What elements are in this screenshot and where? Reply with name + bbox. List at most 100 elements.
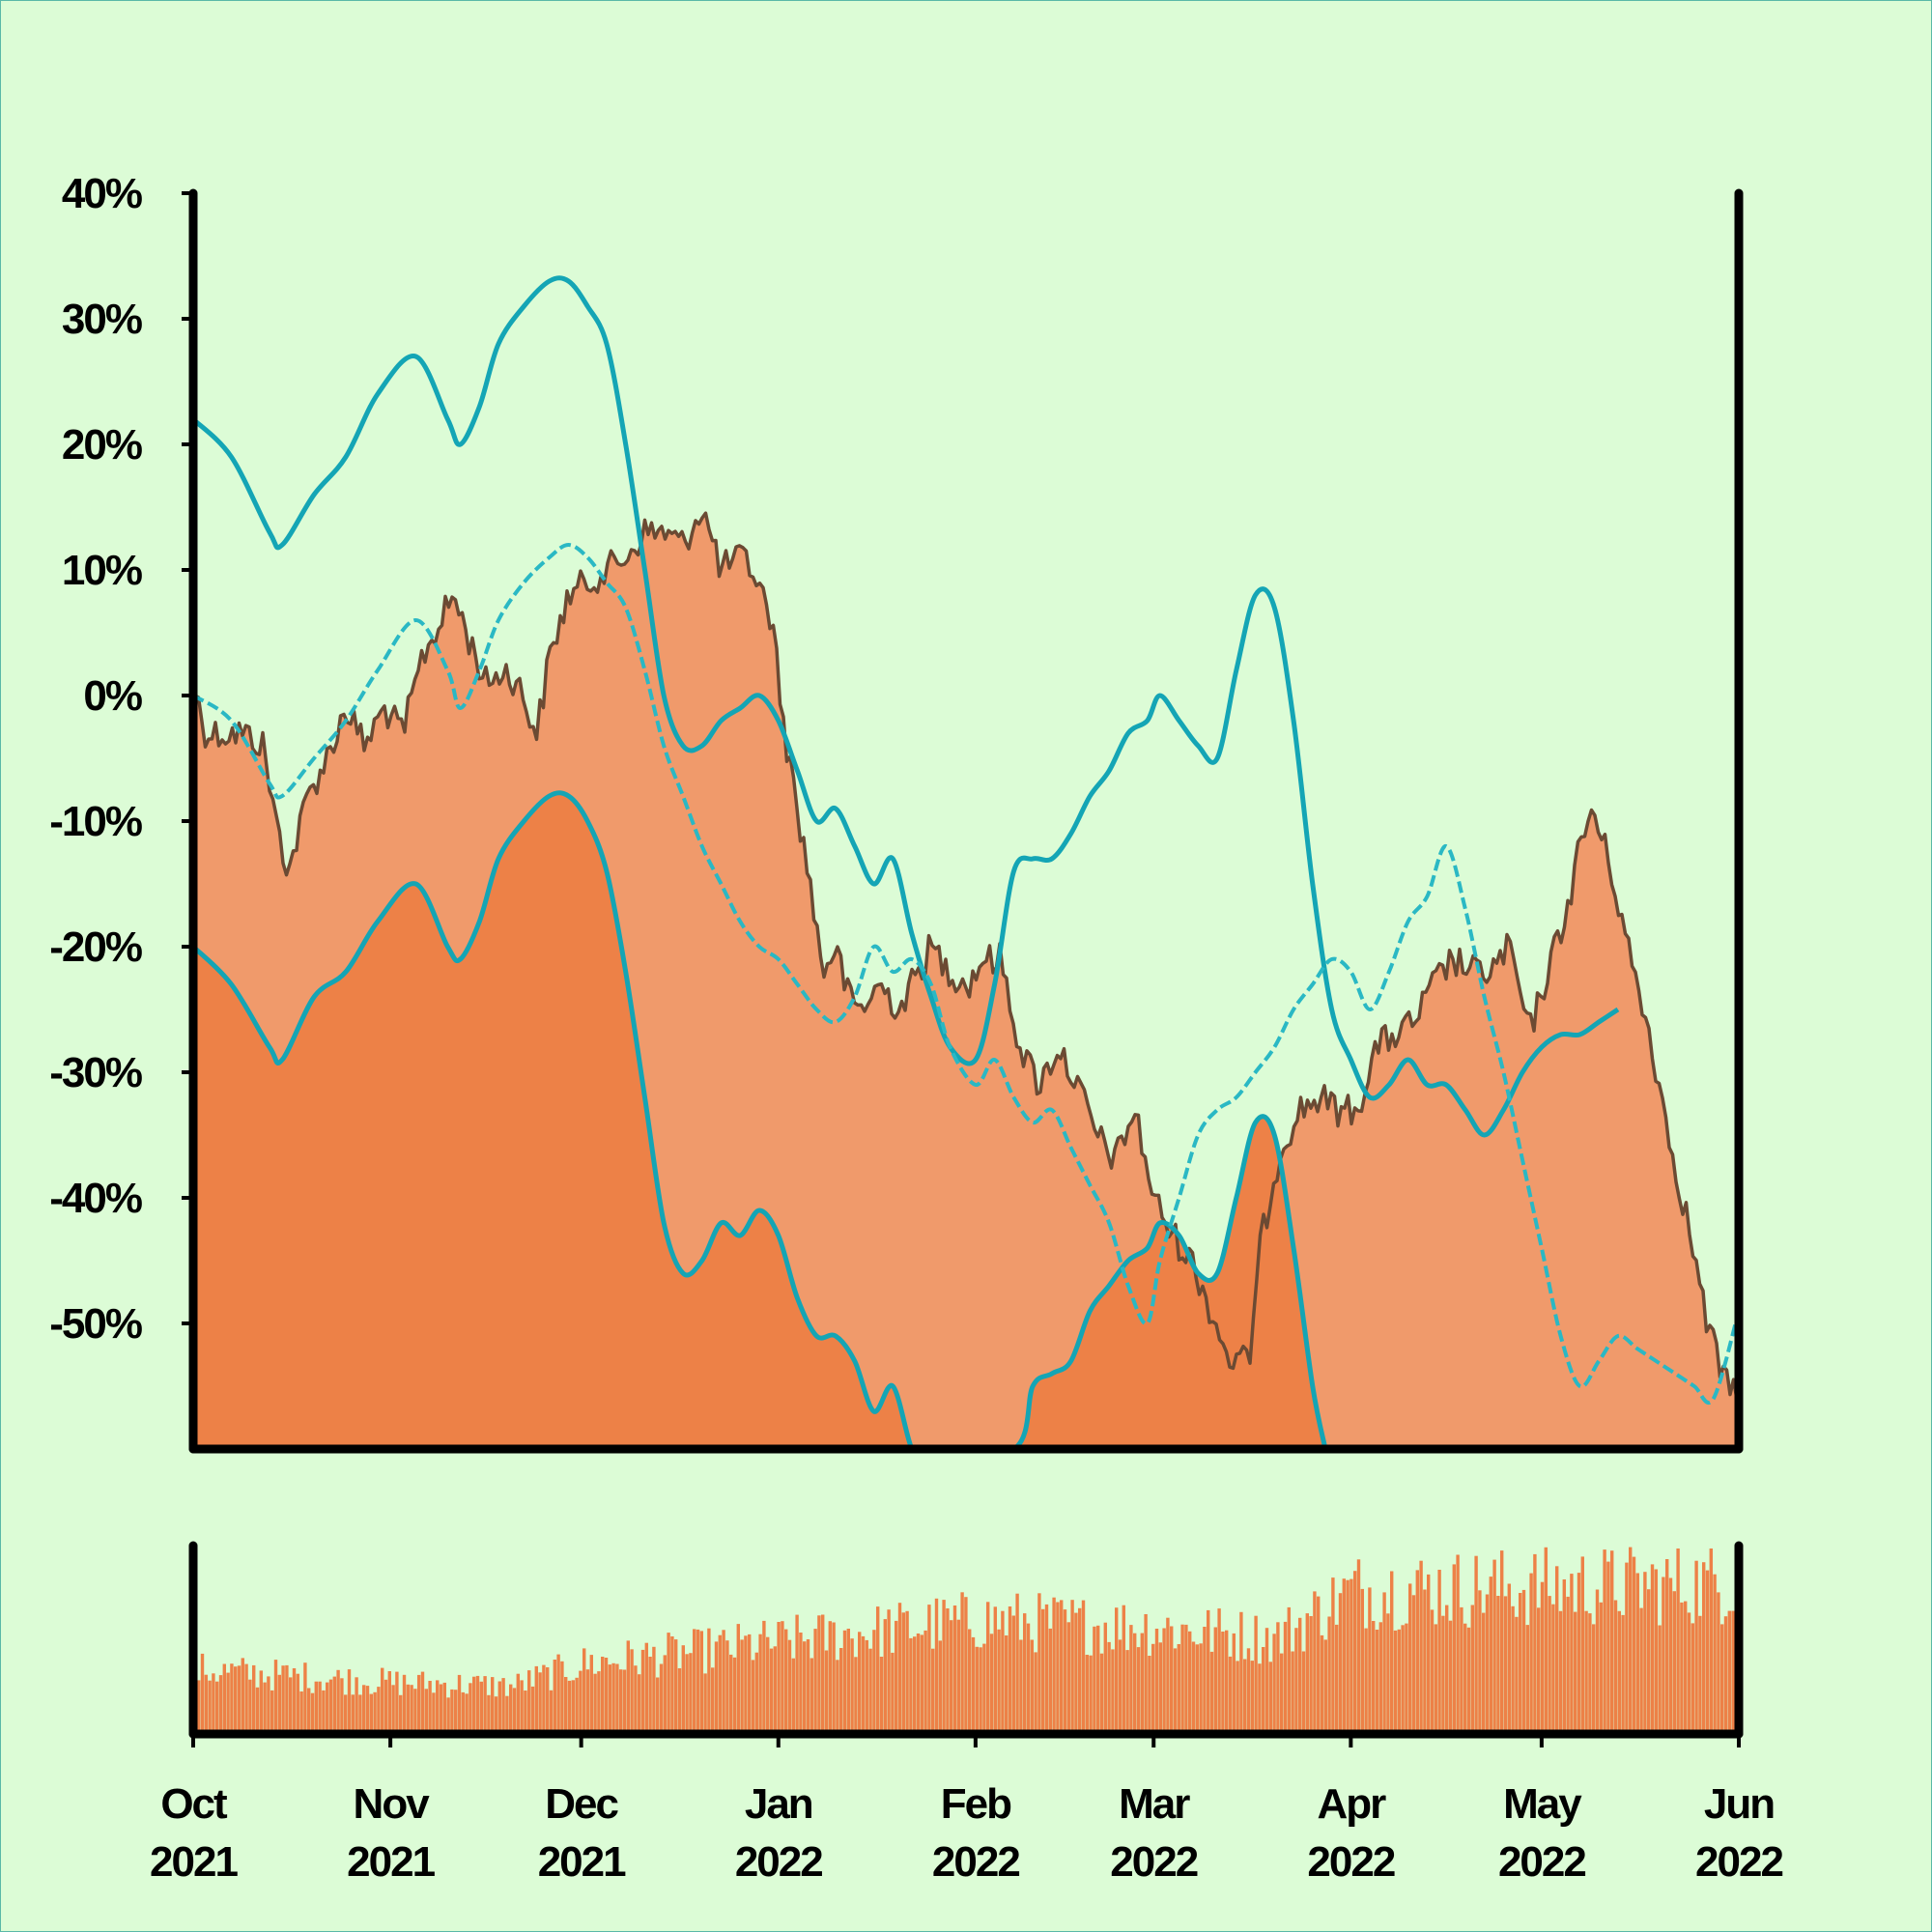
- price-panel: [193, 275, 1739, 1449]
- volume-bar: [1408, 1583, 1412, 1734]
- volume-bar: [1262, 1647, 1265, 1734]
- volume-bar: [1089, 1655, 1093, 1734]
- volume-bar: [1537, 1607, 1541, 1734]
- volume-bar: [634, 1665, 638, 1734]
- x-tick-month: May: [1503, 1780, 1582, 1828]
- volume-bar: [1548, 1596, 1551, 1734]
- volume-bar: [273, 1660, 278, 1734]
- volume-bar: [1298, 1617, 1302, 1734]
- volume-bar: [858, 1632, 862, 1734]
- volume-bar: [1427, 1574, 1431, 1734]
- volume-bar: [754, 1652, 758, 1734]
- volume-bar: [615, 1663, 619, 1734]
- volume-bar: [1144, 1614, 1148, 1734]
- volume-bar: [696, 1629, 700, 1734]
- volume-bar: [1687, 1612, 1691, 1734]
- y-tick-label: 30%: [62, 296, 142, 343]
- volume-bar: [773, 1646, 777, 1734]
- volume-bar: [952, 1605, 957, 1734]
- volume-bar: [854, 1657, 858, 1734]
- volume-bar: [810, 1658, 813, 1734]
- volume-bar: [1111, 1649, 1115, 1734]
- volume-bar: [1287, 1606, 1291, 1734]
- volume-bar: [861, 1635, 866, 1734]
- volume-bar: [1629, 1547, 1633, 1734]
- y-tick-label: -50%: [49, 1300, 142, 1348]
- volume-bar: [626, 1640, 630, 1734]
- volume-bar: [289, 1677, 293, 1734]
- volume-bar: [1085, 1655, 1089, 1734]
- volume-bar: [956, 1619, 960, 1734]
- volume-bar: [1323, 1639, 1327, 1734]
- volume-bar: [1570, 1574, 1574, 1734]
- volume-bar: [501, 1678, 505, 1734]
- x-tick-month: Oct: [160, 1780, 228, 1828]
- volume-bar: [1460, 1606, 1463, 1734]
- volume-bar: [241, 1658, 244, 1734]
- volume-bar: [729, 1654, 733, 1734]
- volume-bar: [1705, 1570, 1710, 1734]
- volume-bar: [1246, 1648, 1251, 1734]
- volume-bar: [1720, 1624, 1724, 1734]
- volume-bar: [1125, 1650, 1129, 1734]
- volume-bar: [1503, 1596, 1508, 1734]
- volume-bar: [1525, 1625, 1529, 1734]
- volume-bar: [1093, 1626, 1096, 1734]
- volume-bar: [1658, 1625, 1662, 1734]
- volume-bar: [601, 1657, 605, 1734]
- volume-bar: [340, 1678, 344, 1734]
- volume-bar: [1162, 1628, 1166, 1734]
- volume-bar: [791, 1658, 795, 1734]
- volume-bar: [197, 1680, 201, 1734]
- tick-labels: 40% 30% 20% 10% 0% -10% -20% -30% -40% -50% Oct 202…: [49, 170, 1784, 1886]
- volume-bar: [567, 1680, 572, 1734]
- volume-bar: [1515, 1616, 1519, 1734]
- volume-bar: [1364, 1628, 1368, 1734]
- volume-bar: [1243, 1659, 1247, 1734]
- volume-bar: [1338, 1593, 1343, 1734]
- volume-bar: [1078, 1607, 1082, 1734]
- volume-bar: [296, 1673, 299, 1734]
- volume-bar: [604, 1658, 609, 1734]
- volume-bar: [1372, 1621, 1376, 1734]
- volume-bar: [461, 1691, 465, 1734]
- volume-bar: [777, 1622, 781, 1734]
- volume-bar: [244, 1663, 248, 1734]
- volume-bar: [318, 1681, 322, 1734]
- volume-bar: [1492, 1559, 1496, 1734]
- volume-bar: [722, 1630, 725, 1734]
- x-tick-month: Mar: [1119, 1780, 1190, 1828]
- volume-bar: [964, 1597, 968, 1734]
- volume-bar: [344, 1694, 348, 1734]
- x-tick-month: Jan: [745, 1780, 812, 1828]
- volume-bar: [1463, 1623, 1467, 1734]
- volume-bar: [971, 1636, 976, 1734]
- volume-bar: [303, 1662, 307, 1734]
- volume-bar: [667, 1633, 670, 1734]
- volume-bar: [384, 1679, 388, 1734]
- volume-bar: [534, 1665, 538, 1734]
- x-tick-month: Apr: [1317, 1780, 1386, 1828]
- volume-bar: [1397, 1629, 1401, 1734]
- x-tick-year: 2021: [347, 1838, 435, 1886]
- volume-bar: [1140, 1633, 1144, 1734]
- volume-bar: [1580, 1556, 1584, 1734]
- volume-bar: [391, 1685, 395, 1734]
- volume-bar: [593, 1673, 597, 1734]
- volume-bar: [292, 1668, 297, 1734]
- volume-bar: [622, 1669, 627, 1734]
- volume-bar: [509, 1684, 513, 1734]
- volume-bar: [868, 1648, 872, 1734]
- volume-bar: [215, 1681, 219, 1734]
- volume-bar: [381, 1667, 384, 1734]
- volume-bar: [395, 1671, 399, 1734]
- volume-bar: [1154, 1629, 1159, 1734]
- volume-bar: [1566, 1596, 1570, 1734]
- volume-bar: [1335, 1624, 1339, 1734]
- volume-bar: [491, 1677, 495, 1734]
- volume-bar: [1390, 1571, 1394, 1734]
- volume-bar: [212, 1673, 215, 1734]
- volume-bar: [718, 1634, 722, 1734]
- volume-bar: [1485, 1594, 1490, 1734]
- volume-bar: [1610, 1550, 1614, 1734]
